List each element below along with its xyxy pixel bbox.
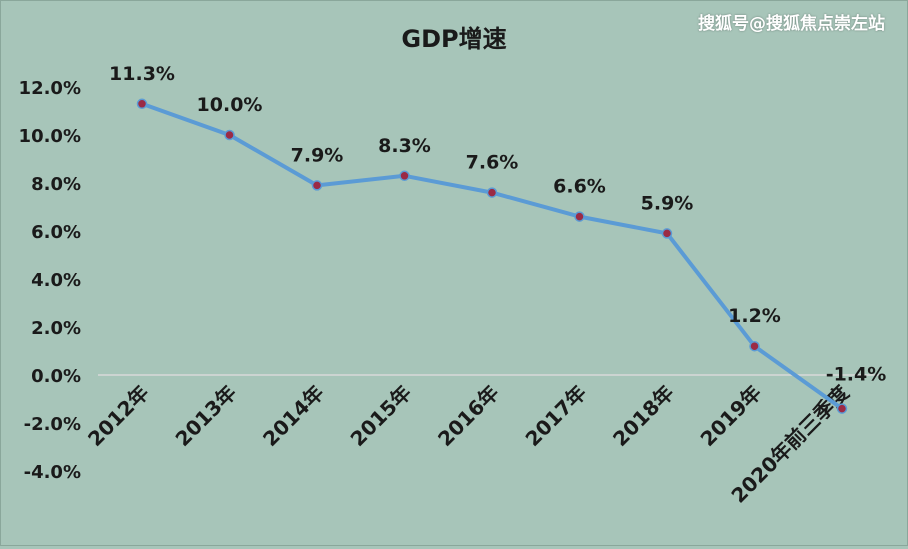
data-label: 7.6% [466,152,519,174]
data-point [136,98,148,110]
data-labels: 11.3% 10.0% 7.9% 8.3% 7.6% 6.6% 5.9% 1.2% -1.4% [109,63,886,386]
x-tick-label: 2015年 [346,381,416,451]
y-tick-label: 6.0% [31,222,81,243]
x-tick-label: 2012年 [83,381,153,451]
y-tick-label: 0.0% [31,366,81,387]
watermark: 搜狐号@搜狐焦点崇左站 [698,14,885,34]
data-label: 6.6% [553,176,606,198]
x-tick-label: 2019年 [696,381,766,451]
data-point [574,211,585,222]
series-line [141,101,844,411]
y-tick-label: -2.0% [24,414,81,435]
y-tick-label: 2.0% [31,318,81,339]
y-tick-label: 10.0% [19,126,81,147]
y-tick-label: 8.0% [31,174,81,195]
data-label: 5.9% [641,192,694,214]
data-point [486,187,498,198]
data-label: 8.3% [378,135,431,157]
data-point [224,129,235,141]
chart-title: GDP增速 [401,25,506,53]
x-tick-label: 2018年 [608,381,678,451]
data-label: 11.3% [109,63,175,85]
y-tick-label: 4.0% [31,270,81,291]
x-tick-label: 2016年 [433,381,503,451]
y-axis: 12.0% 10.0% 8.0% 6.0% 4.0% 2.0% 0.0% -2.0% -4.0% [19,78,81,483]
y-tick-label: 12.0% [19,78,81,99]
data-point [836,403,848,414]
data-label: 10.0% [197,94,263,116]
x-axis: 2012年 2013年 2014年 2015年 2016年 2017年 2018年 2019年… [83,374,881,508]
data-point [399,170,410,182]
data-point [749,340,760,352]
series-gdp-growth [136,98,848,414]
y-tick-label: -4.0% [24,462,81,483]
data-label: 1.2% [728,305,781,327]
data-point [311,180,323,191]
x-tick-label: 2017年 [521,381,591,451]
x-tick-label: 2014年 [258,381,328,451]
x-tick-label: 2013年 [171,381,241,451]
data-label: 7.9% [291,144,344,166]
data-point [661,228,673,239]
data-label: -1.4% [826,364,887,386]
